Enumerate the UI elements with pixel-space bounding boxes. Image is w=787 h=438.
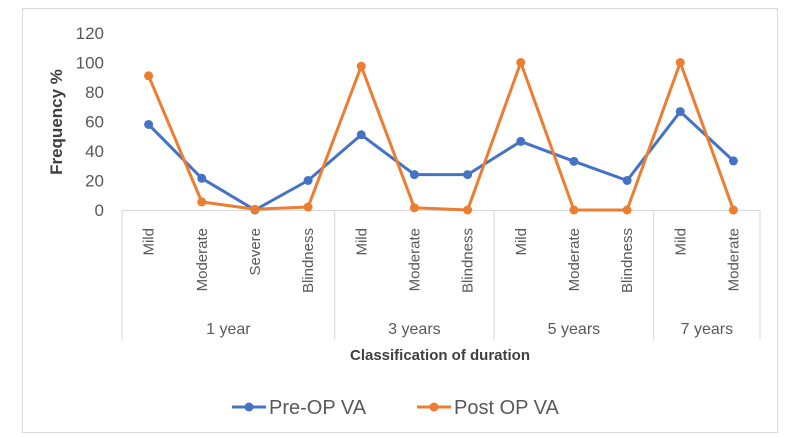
- category-label: Mild: [672, 228, 689, 256]
- data-point: [728, 205, 738, 215]
- category-label: Mild: [353, 228, 370, 256]
- data-point: [728, 156, 738, 166]
- category-label: Blindness: [619, 228, 636, 293]
- group-label: 1 year: [206, 321, 251, 338]
- y-tick-label: 40: [85, 142, 104, 161]
- data-point: [197, 173, 207, 183]
- group-label: 5 years: [548, 321, 600, 338]
- data-point: [250, 204, 260, 214]
- y-tick-label: 0: [95, 201, 104, 220]
- data-point: [197, 197, 207, 207]
- data-point: [675, 58, 685, 67]
- data-point: [409, 170, 419, 180]
- y-tick-label: 120: [76, 24, 104, 43]
- category-label: Moderate: [194, 228, 211, 291]
- category-label: Mild: [513, 228, 530, 256]
- y-tick-label: 100: [76, 54, 104, 73]
- legend: Pre-OP VA Post OP VA: [232, 397, 560, 419]
- data-point: [463, 205, 473, 215]
- data-point: [303, 202, 313, 212]
- data-point: [409, 203, 419, 213]
- data-point: [622, 205, 632, 215]
- data-point: [144, 71, 154, 81]
- group-label: 7 years: [681, 321, 733, 338]
- data-point: [569, 205, 579, 215]
- data-point: [303, 176, 313, 185]
- data-point: [516, 136, 526, 146]
- data-point: [463, 170, 473, 180]
- category-label: Blindness: [460, 228, 477, 293]
- data-point: [675, 107, 685, 117]
- y-tick-label: 60: [85, 113, 104, 132]
- data-point: [356, 61, 366, 71]
- y-tick-label: 80: [85, 83, 104, 102]
- series-line: [147, 61, 735, 212]
- category-label: Moderate: [725, 228, 742, 291]
- legend-label: Post OP VA: [454, 397, 560, 419]
- legend-marker: [244, 402, 254, 412]
- category-label: Severe: [247, 228, 264, 276]
- series-line: [147, 110, 735, 212]
- category-label: Mild: [141, 228, 158, 256]
- y-tick-label: 20: [85, 172, 104, 191]
- data-point: [569, 156, 579, 166]
- data-point: [516, 58, 526, 67]
- category-label: Moderate: [566, 228, 583, 291]
- legend-label: Pre-OP VA: [269, 397, 367, 419]
- legend-marker: [429, 402, 439, 412]
- data-point: [622, 176, 632, 185]
- y-axis-title: Frequency %: [47, 69, 66, 175]
- chart-border: [22, 8, 778, 433]
- category-label: Blindness: [300, 228, 317, 293]
- x-axis-title: Classification of duration: [350, 347, 530, 364]
- data-point: [356, 130, 366, 140]
- group-label: 3 years: [388, 321, 440, 338]
- category-label: Moderate: [406, 228, 423, 291]
- data-point: [144, 119, 154, 129]
